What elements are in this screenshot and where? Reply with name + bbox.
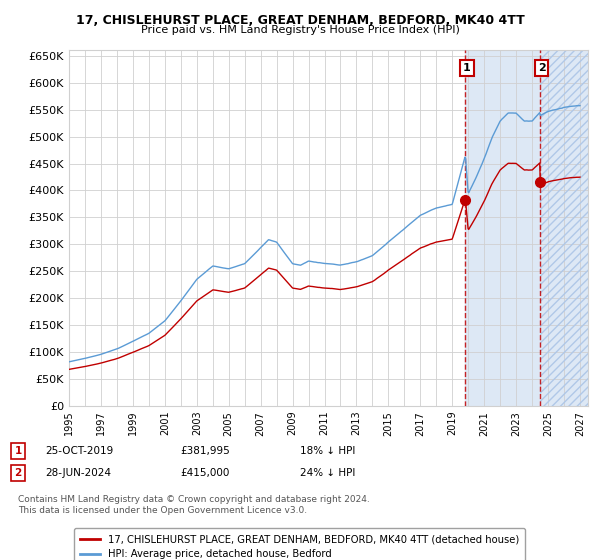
Text: 1: 1 — [463, 63, 471, 73]
Text: 2: 2 — [538, 63, 545, 73]
Text: £415,000: £415,000 — [180, 468, 229, 478]
Bar — [540, 50, 588, 406]
Text: 18% ↓ HPI: 18% ↓ HPI — [300, 446, 355, 456]
Text: Contains HM Land Registry data © Crown copyright and database right 2024.: Contains HM Land Registry data © Crown c… — [18, 495, 370, 504]
Text: 28-JUN-2024: 28-JUN-2024 — [45, 468, 111, 478]
Text: 17, CHISLEHURST PLACE, GREAT DENHAM, BEDFORD, MK40 4TT: 17, CHISLEHURST PLACE, GREAT DENHAM, BED… — [76, 14, 524, 27]
Text: £381,995: £381,995 — [180, 446, 230, 456]
Text: 1: 1 — [14, 446, 22, 456]
Legend: 17, CHISLEHURST PLACE, GREAT DENHAM, BEDFORD, MK40 4TT (detached house), HPI: Av: 17, CHISLEHURST PLACE, GREAT DENHAM, BED… — [74, 528, 525, 560]
Text: This data is licensed under the Open Government Licence v3.0.: This data is licensed under the Open Gov… — [18, 506, 307, 515]
Bar — [466, 50, 540, 406]
Text: 25-OCT-2019: 25-OCT-2019 — [45, 446, 113, 456]
Bar — [540, 50, 588, 406]
Text: Price paid vs. HM Land Registry's House Price Index (HPI): Price paid vs. HM Land Registry's House … — [140, 25, 460, 35]
Text: 24% ↓ HPI: 24% ↓ HPI — [300, 468, 355, 478]
Text: 2: 2 — [14, 468, 22, 478]
